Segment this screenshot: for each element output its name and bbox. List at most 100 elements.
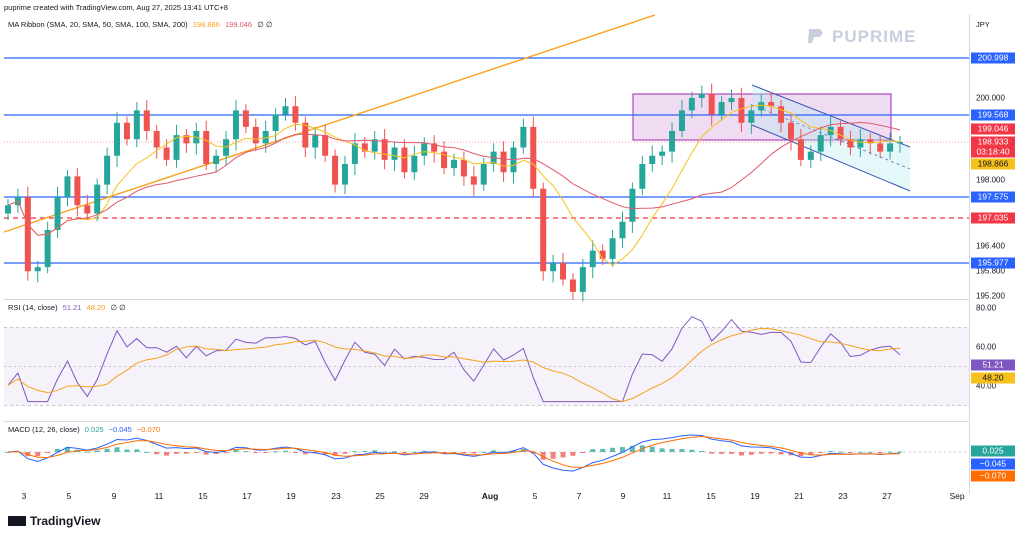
macd-signal-value: −0.070 [136,425,161,434]
macd-histogram-bar [540,452,546,460]
macd-histogram-bar [362,451,368,453]
candle-body [857,139,864,148]
macd-histogram-bar [877,452,883,453]
tradingview-brand[interactable]: TradingView [8,514,100,528]
ma-ribbon-value-2: 199.046 [224,20,253,29]
macd-histogram-bar [5,452,11,453]
macd-histogram-bar [729,452,735,454]
macd-histogram-bar [451,452,457,453]
candle-body [143,110,150,131]
candle-body [520,126,527,148]
macd-line-value: −0.045 [108,425,132,434]
ma-ribbon-label: MA Ribbon (SMA, 20, SMA, 50, SMA, 100, S… [8,20,188,29]
puprime-logo-icon [808,29,823,43]
macd-hist-value: 0.025 [84,425,104,434]
time-label: 29 [419,491,429,501]
macd-histogram-bar [838,451,844,453]
level-badge-197035: 197.035 [971,212,1015,224]
time-label: 19 [286,491,296,501]
macd-histogram-bar [659,448,665,452]
macd-histogram-bar [768,452,774,454]
rsi-panel-divider [4,299,969,300]
time-label: 27 [882,491,892,501]
candle-body [302,122,309,148]
macd-histogram-bar [491,450,497,452]
currency-label: JPY [976,20,990,29]
candle-body [262,131,269,144]
rsi-legend[interactable]: RSI (14, close) 51.21 48.20 ∅ ∅ [8,303,129,312]
time-label: 21 [794,491,804,501]
candle-body [341,164,348,185]
candle-body [817,135,824,152]
candle-body [768,102,775,107]
candle-body [153,131,160,148]
price-tick-1: 200.000 [976,93,1005,103]
candle-body [530,126,537,189]
macd-histogram-bar [818,452,824,453]
time-label: 11 [662,491,672,501]
candle-body [728,98,735,103]
level-badge-197575: 197.575 [971,191,1015,203]
macd-histogram-bar [748,452,754,455]
candle-body [252,126,259,144]
candle-body [64,176,71,197]
candle-body [500,151,507,173]
time-label: Aug [481,491,499,501]
macd-histogram-bar [590,449,596,452]
macd-histogram-bar [352,451,358,453]
rsi-ma-badge: 48.20 [971,372,1015,384]
price-tick-4: 195.800 [976,266,1005,276]
macd-legend[interactable]: MACD (12, 26, close) 0.025 −0.045 −0.070 [8,425,163,434]
candle-body [887,143,894,152]
macd-histogram-bar [828,450,834,452]
macd-signal-line [7,435,901,468]
candle-body [787,122,794,140]
candle-body [282,106,289,115]
macd-histogram-bar [164,452,170,456]
rsi-extra: ∅ ∅ [110,303,126,312]
tradingview-text: TradingView [30,514,101,528]
candle-body [698,93,705,98]
candle-body [807,151,814,160]
time-label: 3 [21,491,27,501]
last-price-badge: 198.933 [971,136,1015,148]
macd-histogram-bar [421,450,427,452]
time-label: 17 [242,491,252,501]
candle-body [748,110,755,123]
candle-body [738,98,745,123]
candle-body [44,230,51,268]
candle-body [560,263,567,280]
macd-histogram-bar [173,452,179,454]
macd-histogram-bar [758,452,764,454]
candle-body [391,147,398,160]
macd-histogram-bar [154,452,160,455]
macd-histogram-bar [104,448,110,452]
candle-body [411,155,418,173]
ma-ribbon-legend[interactable]: MA Ribbon (SMA, 20, SMA, 50, SMA, 100, S… [8,20,275,29]
candle-body [669,131,676,152]
candle-body [361,143,368,152]
candle-body [897,142,903,144]
sma-50-line [7,121,901,236]
puprime-watermark: PUPRIME [806,27,916,47]
candle-body [24,197,31,272]
macd-histogram-bar [798,452,804,457]
price-axis[interactable] [969,14,1024,494]
candle-body [351,143,358,164]
time-label: Sep [949,491,965,501]
candle-body [659,151,666,156]
macd-histogram-bar [897,451,903,453]
macd-panel-divider [4,421,969,422]
macd-histogram-bar [808,452,814,455]
candle-body [232,110,239,140]
candle-body [480,164,487,185]
macd-histogram-bar [699,450,705,452]
candle-body [242,110,249,127]
candle-body [421,143,428,156]
macd-histogram-bar [600,448,606,452]
macd-histogram-bar [342,452,348,454]
candle-body [678,110,685,131]
macd-histogram-bar [461,452,467,454]
macd-label: MACD (12, 26, close) [8,425,80,434]
